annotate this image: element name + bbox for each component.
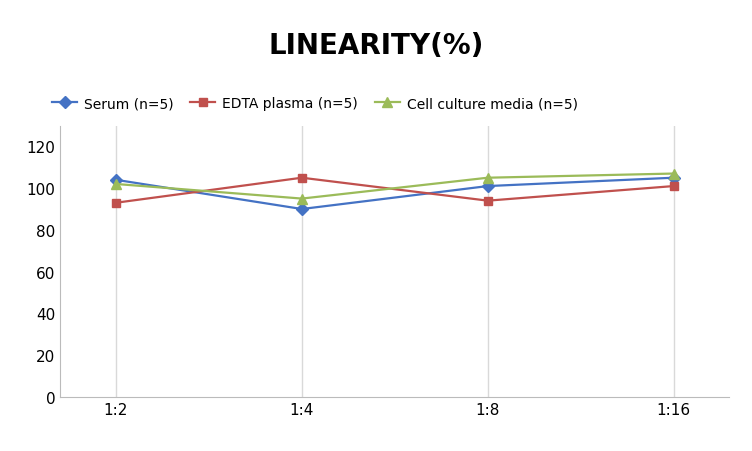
Serum (n=5) [484, 184, 493, 189]
Cell culture media (n=5) [669, 171, 678, 177]
Text: LINEARITY(%): LINEARITY(%) [268, 32, 484, 60]
Serum (n=5) [297, 207, 306, 212]
Legend: Serum (n=5), EDTA plasma (n=5), Cell culture media (n=5): Serum (n=5), EDTA plasma (n=5), Cell cul… [52, 97, 578, 111]
EDTA plasma (n=5) [297, 175, 306, 181]
Cell culture media (n=5) [111, 182, 120, 187]
Serum (n=5) [669, 175, 678, 181]
Cell culture media (n=5) [484, 175, 493, 181]
EDTA plasma (n=5) [111, 201, 120, 206]
Line: Serum (n=5): Serum (n=5) [112, 174, 678, 214]
Line: Cell culture media (n=5): Cell culture media (n=5) [111, 169, 678, 204]
Cell culture media (n=5) [297, 197, 306, 202]
Line: EDTA plasma (n=5): EDTA plasma (n=5) [112, 174, 678, 207]
EDTA plasma (n=5) [484, 198, 493, 204]
EDTA plasma (n=5) [669, 184, 678, 189]
Serum (n=5) [111, 178, 120, 183]
